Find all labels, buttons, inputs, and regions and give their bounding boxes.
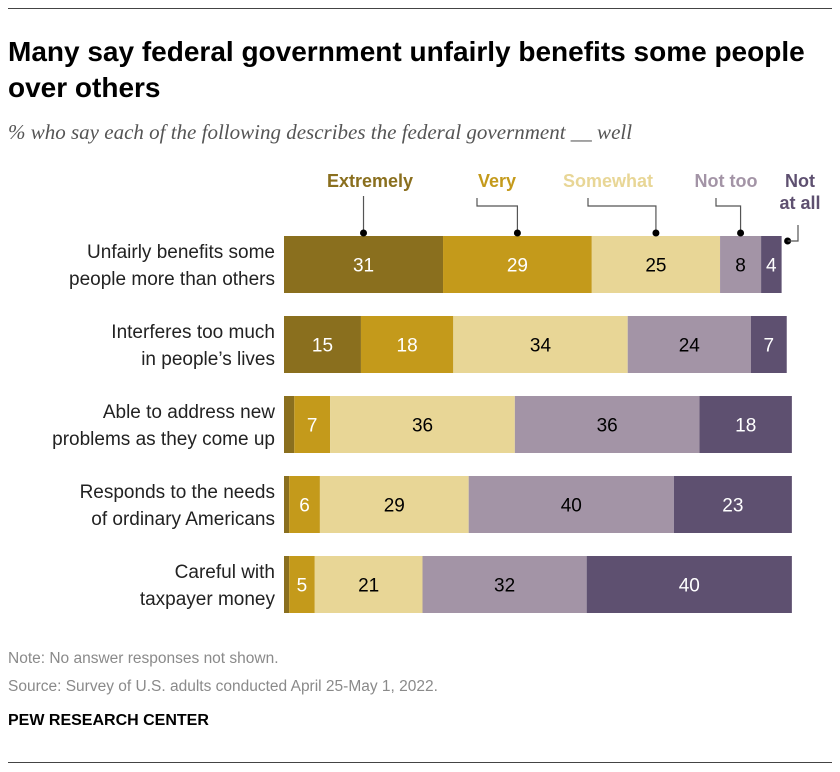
bar-segment <box>673 476 792 533</box>
legend-pointer-dot <box>513 229 521 237</box>
bar-segment <box>314 556 423 613</box>
chart-note: Note: No answer responses not shown. <box>8 650 279 667</box>
category-label: people more than others <box>69 269 275 290</box>
category-label: Responds to the needs <box>80 482 275 503</box>
data-label: 25 <box>645 256 666 277</box>
data-label: 5 <box>297 576 308 597</box>
bar-segment <box>699 396 792 453</box>
data-label: 7 <box>307 416 318 437</box>
data-label: 6 <box>299 496 310 517</box>
category-label: taxpayer money <box>140 589 276 610</box>
data-label: 18 <box>397 336 418 357</box>
legend-leader-line <box>587 198 657 233</box>
category-label: Able to address new <box>103 402 275 423</box>
bar-segment <box>468 476 674 533</box>
data-label: 34 <box>530 336 552 357</box>
data-label: 23 <box>722 496 743 517</box>
legend-label: Very <box>478 171 516 191</box>
category-label: in people’s lives <box>141 349 275 370</box>
data-label: 36 <box>412 416 433 437</box>
legend-label: Not too <box>695 171 758 191</box>
data-label: 36 <box>597 416 618 437</box>
bar-segment <box>720 236 762 293</box>
legend-pointer-dot <box>652 229 660 237</box>
data-label: 21 <box>358 576 379 597</box>
bar-segment <box>330 396 515 453</box>
chart-title: Many say federal government unfairly ben… <box>8 36 805 103</box>
legend-pointer-dot <box>737 229 745 237</box>
category-label: Unfairly benefits some <box>87 242 275 263</box>
bar-segment <box>591 236 721 293</box>
top-rule <box>8 8 832 9</box>
chart-subtitle: % who say each of the following describe… <box>8 120 633 144</box>
category-label: problems as they come up <box>52 429 275 450</box>
data-label: 31 <box>353 256 374 277</box>
bar-segment <box>443 236 592 293</box>
legend-pointer-dot <box>360 229 368 237</box>
bar-segment <box>294 396 331 453</box>
bar-segment <box>284 236 444 293</box>
bar-segment <box>761 236 782 293</box>
data-label: 40 <box>561 496 582 517</box>
brand-logo: PEW RESEARCH CENTER <box>8 712 209 729</box>
bar-segment <box>360 316 454 373</box>
data-label: 4 <box>766 256 777 277</box>
legend-label: Extremely <box>327 171 413 191</box>
bar-segment <box>627 316 751 373</box>
bar-segment <box>284 556 290 613</box>
bar-segment <box>422 556 587 613</box>
data-label: 18 <box>735 416 756 437</box>
bar-segment <box>750 316 787 373</box>
legend-leader-line <box>787 225 799 242</box>
legend-leader-line <box>715 198 742 233</box>
bar-segment <box>284 396 295 453</box>
bottom-rule <box>8 762 832 763</box>
data-label: 7 <box>763 336 774 357</box>
chart-source: Source: Survey of U.S. adults conducted … <box>8 678 438 695</box>
bar-segment <box>289 556 315 613</box>
data-label: 40 <box>679 576 700 597</box>
legend-leader-line <box>476 198 519 233</box>
bar-segment <box>284 316 361 373</box>
category-label: of ordinary Americans <box>91 509 275 530</box>
data-label: 29 <box>507 256 528 277</box>
category-label: Interferes too much <box>111 322 275 343</box>
data-label: 8 <box>735 256 746 277</box>
bar-segment <box>453 316 628 373</box>
category-label: Careful with <box>175 562 275 583</box>
data-label: 15 <box>312 336 333 357</box>
bar-segment <box>586 556 792 613</box>
data-label: 29 <box>384 496 405 517</box>
data-label: 24 <box>679 336 701 357</box>
legend-label: Not <box>785 171 815 191</box>
legend-label: Somewhat <box>563 171 653 191</box>
data-label: 32 <box>494 576 515 597</box>
legend-label: at all <box>779 193 820 213</box>
bar-segment <box>289 476 320 533</box>
bar-segment <box>284 476 290 533</box>
bar-segment <box>514 396 700 453</box>
bar-segment <box>319 476 469 533</box>
